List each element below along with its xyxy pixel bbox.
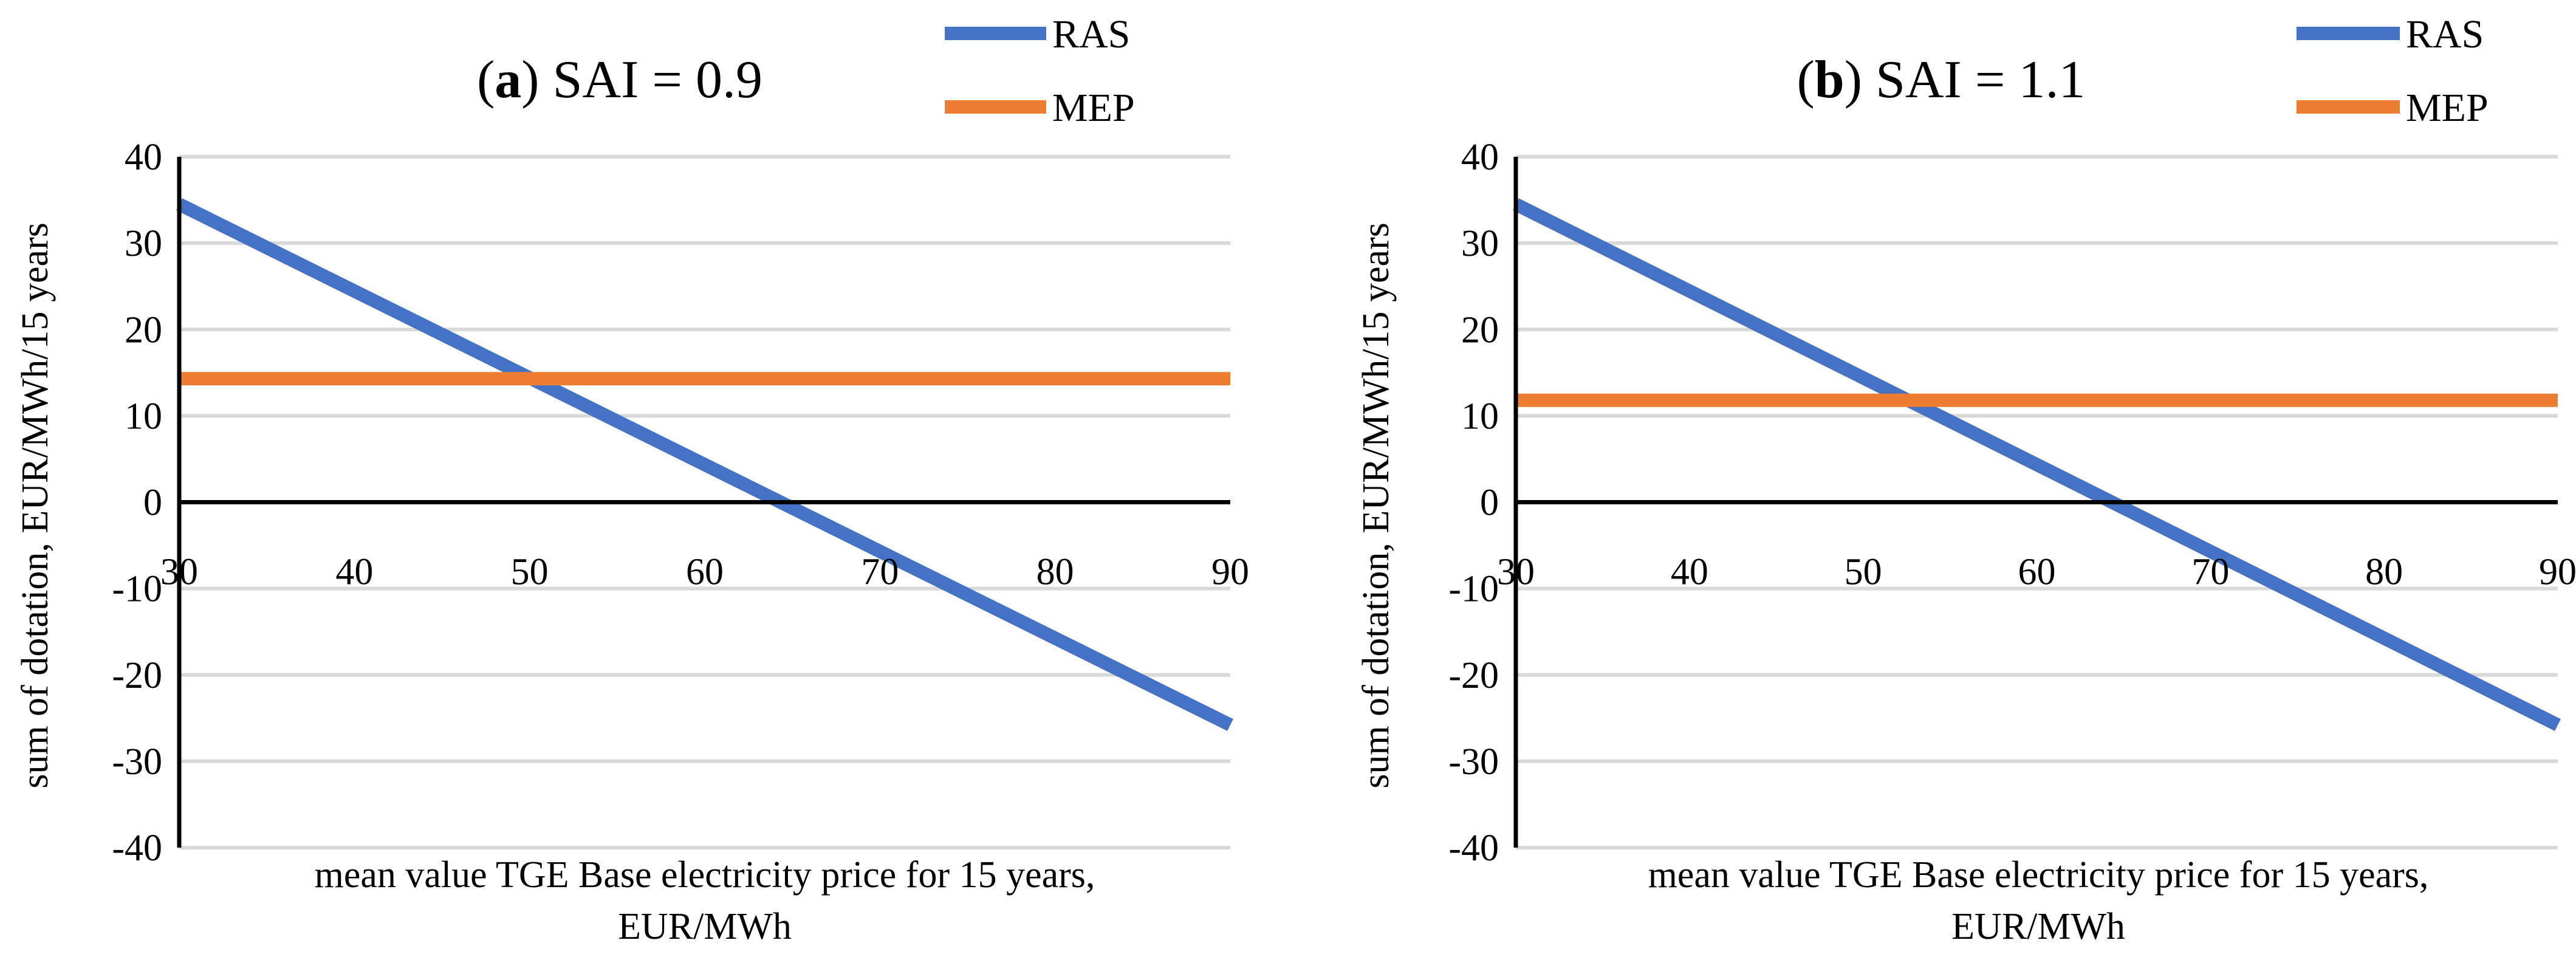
x-tick-label-a-6: 90 <box>1211 552 1249 593</box>
x-ticks-a: 30 40 50 60 70 80 90 <box>160 552 1249 593</box>
series-line-ras-a <box>176 198 1233 732</box>
y-tick-label-b-3: 10 <box>1461 396 1499 437</box>
y-axis-title-b: sum of dotation, EUR/MWh/15 years <box>1355 222 1397 789</box>
legend-a: RAS MEP <box>945 12 1135 130</box>
legend-label-mep-a: MEP <box>1052 86 1135 130</box>
x-tick-label-b-2: 50 <box>1845 552 1882 593</box>
y-tick-label-a-8: -40 <box>112 828 162 869</box>
legend-b: RAS MEP <box>2297 12 2489 130</box>
grid-a <box>179 155 1230 849</box>
panel-title-b: (b) SAI = 1.1 <box>1797 50 2085 109</box>
y-axis-title-a: sum of dotation, EUR/MWh/15 years <box>15 222 56 789</box>
y-tick-label-a-2: 20 <box>125 309 162 351</box>
x-axis-title-b-line2: EUR/MWh <box>1951 906 2125 947</box>
grid-b <box>1516 155 2558 849</box>
y-tick-label-b-8: -40 <box>1448 828 1499 869</box>
y-ticks-a: 40 30 20 10 0 -10 -20 -30 -40 <box>112 137 162 869</box>
y-tick-label-a-3: 10 <box>125 396 162 437</box>
chart-panel-a: 40 30 20 10 0 -10 -20 -30 -40 30 40 50 60 70 80 90 (a)… <box>15 12 1249 947</box>
y-tick-label-a-1: 30 <box>125 223 162 264</box>
x-tick-label-b-3: 60 <box>2018 552 2056 593</box>
chart-panel-b: 40 30 20 10 0 -10 -20 -30 -40 30 40 50 60 70 80 90 (b)… <box>1355 12 2576 947</box>
panel-title-rest-b: SAI = 1.1 <box>1862 50 2085 109</box>
x-axis-title-a-line1: mean value TGE Base electricity price fo… <box>315 854 1095 896</box>
y-tick-label-b-6: -20 <box>1448 655 1499 696</box>
x-tick-label-b-6: 90 <box>2539 552 2576 593</box>
y-tick-label-a-4: 0 <box>143 482 162 524</box>
y-tick-label-b-5: -10 <box>1448 569 1499 610</box>
x-tick-label-a-1: 40 <box>335 552 373 593</box>
series-a <box>176 198 1233 732</box>
y-tick-label-b-2: 20 <box>1461 309 1499 351</box>
y-tick-label-b-0: 40 <box>1461 137 1499 178</box>
panel-title-rest-a: SAI = 0.9 <box>540 50 762 109</box>
y-tick-label-b-1: 30 <box>1461 223 1499 264</box>
x-axis-title-a-line2: EUR/MWh <box>618 906 792 947</box>
panel-letter-a: a <box>495 50 521 109</box>
x-tick-label-a-3: 60 <box>686 552 724 593</box>
legend-label-mep-b: MEP <box>2406 86 2489 130</box>
y-tick-label-b-4: 0 <box>1480 482 1499 524</box>
y-tick-label-a-7: -30 <box>112 741 162 783</box>
x-tick-label-a-2: 50 <box>511 552 549 593</box>
y-tick-label-a-6: -20 <box>112 655 162 696</box>
y-tick-label-a-0: 40 <box>125 137 162 178</box>
legend-label-ras-a: RAS <box>1052 12 1130 57</box>
y-tick-label-b-7: -30 <box>1448 741 1499 783</box>
y-tick-label-a-5: -10 <box>112 569 162 610</box>
x-ticks-b: 30 40 50 60 70 80 90 <box>1497 552 2576 593</box>
series-line-ras-b <box>1513 198 2561 732</box>
y-ticks-b: 40 30 20 10 0 -10 -20 -30 -40 <box>1448 137 1499 869</box>
x-axis-title-b-line1: mean value TGE Base electricity price fo… <box>1648 854 2429 896</box>
legend-label-ras-b: RAS <box>2406 12 2484 57</box>
panel-title-a: (a) SAI = 0.9 <box>477 50 762 109</box>
x-tick-label-b-5: 80 <box>2365 552 2403 593</box>
x-tick-label-b-4: 70 <box>2191 552 2229 593</box>
series-b <box>1513 198 2561 732</box>
x-tick-label-a-5: 80 <box>1036 552 1074 593</box>
x-tick-label-a-0: 30 <box>160 552 198 593</box>
x-tick-label-a-4: 70 <box>861 552 899 593</box>
x-tick-label-b-0: 30 <box>1497 552 1535 593</box>
panel-letter-b: b <box>1815 50 1845 109</box>
x-tick-label-b-1: 40 <box>1671 552 1708 593</box>
